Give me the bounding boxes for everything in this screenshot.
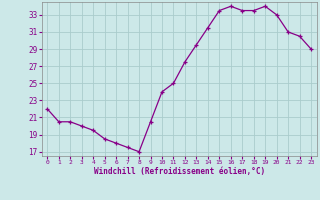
X-axis label: Windchill (Refroidissement éolien,°C): Windchill (Refroidissement éolien,°C) [94, 167, 265, 176]
